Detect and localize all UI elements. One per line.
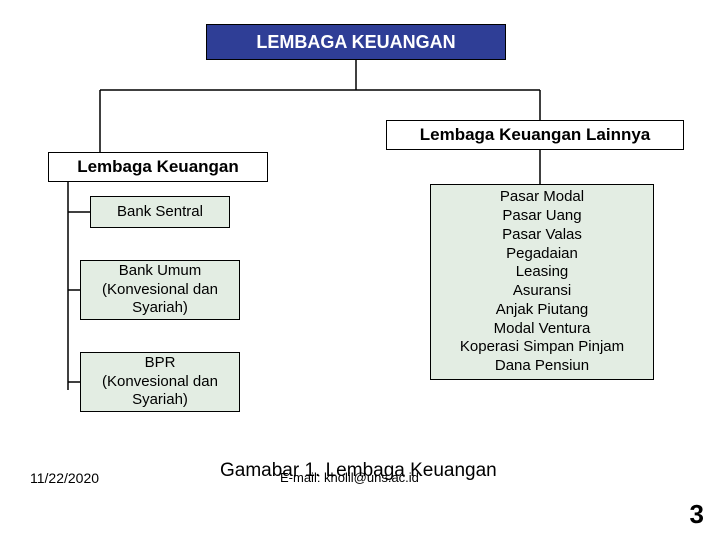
pasar-item: Pasar Uang xyxy=(502,207,581,226)
node-bpr-l2: Syariah) xyxy=(132,391,188,410)
branch-lk-label: Lembaga Keuangan xyxy=(77,156,239,177)
node-bpr-l1: (Konvesional dan xyxy=(102,373,218,392)
node-pasar-list: Pasar ModalPasar UangPasar ValasPegadaia… xyxy=(430,184,654,380)
node-bank-umum-l0: Bank Umum xyxy=(119,262,202,281)
pasar-item: Dana Pensiun xyxy=(495,357,589,376)
pasar-item: Anjak Piutang xyxy=(496,301,589,320)
branch-lainnya: Lembaga Keuangan Lainnya xyxy=(386,120,684,150)
footer-date: 11/22/2020 xyxy=(30,470,99,486)
node-bank-sentral: Bank Sentral xyxy=(90,196,230,228)
node-bank-umum-l2: Syariah) xyxy=(132,299,188,318)
pasar-item: Asuransi xyxy=(513,282,571,301)
pasar-item: Pasar Modal xyxy=(500,188,584,207)
pasar-item: Pegadaian xyxy=(506,245,578,264)
pasar-item: Modal Ventura xyxy=(494,320,591,339)
node-bank-umum: Bank Umum (Konvesional dan Syariah) xyxy=(80,260,240,320)
footer-email: E-mail: kholil@uns.ac.id xyxy=(280,470,419,485)
node-bpr: BPR (Konvesional dan Syariah) xyxy=(80,352,240,412)
page-number: 3 xyxy=(690,499,704,530)
node-bpr-l0: BPR xyxy=(145,354,176,373)
pasar-item: Leasing xyxy=(516,263,569,282)
root-title: LEMBAGA KEUANGAN xyxy=(256,31,455,54)
pasar-item: Pasar Valas xyxy=(502,226,582,245)
node-bank-sentral-label: Bank Sentral xyxy=(117,203,203,222)
branch-lk: Lembaga Keuangan xyxy=(48,152,268,182)
root-node: LEMBAGA KEUANGAN xyxy=(206,24,506,60)
pasar-item: Koperasi Simpan Pinjam xyxy=(460,338,624,357)
branch-lainnya-label: Lembaga Keuangan Lainnya xyxy=(420,124,651,145)
node-bank-umum-l1: (Konvesional dan xyxy=(102,281,218,300)
